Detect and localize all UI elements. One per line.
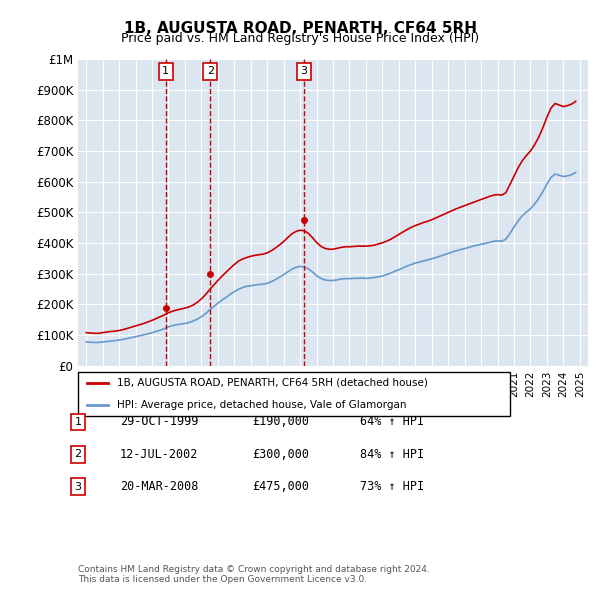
Text: HPI: Average price, detached house, Vale of Glamorgan: HPI: Average price, detached house, Vale…: [117, 400, 406, 410]
Text: 1B, AUGUSTA ROAD, PENARTH, CF64 5RH (detached house): 1B, AUGUSTA ROAD, PENARTH, CF64 5RH (det…: [117, 378, 428, 388]
Text: 2: 2: [74, 450, 82, 459]
Text: 1: 1: [162, 66, 169, 76]
Text: £190,000: £190,000: [252, 415, 309, 428]
Text: 1B, AUGUSTA ROAD, PENARTH, CF64 5RH: 1B, AUGUSTA ROAD, PENARTH, CF64 5RH: [124, 21, 476, 35]
Text: 29-OCT-1999: 29-OCT-1999: [120, 415, 199, 428]
Text: £475,000: £475,000: [252, 480, 309, 493]
Text: 2: 2: [207, 66, 214, 76]
Text: 73% ↑ HPI: 73% ↑ HPI: [360, 480, 424, 493]
Text: 64% ↑ HPI: 64% ↑ HPI: [360, 415, 424, 428]
FancyBboxPatch shape: [78, 372, 510, 416]
Text: Price paid vs. HM Land Registry's House Price Index (HPI): Price paid vs. HM Land Registry's House …: [121, 32, 479, 45]
Text: Contains HM Land Registry data © Crown copyright and database right 2024.
This d: Contains HM Land Registry data © Crown c…: [78, 565, 430, 584]
Text: 12-JUL-2002: 12-JUL-2002: [120, 448, 199, 461]
Text: £300,000: £300,000: [252, 448, 309, 461]
Text: 84% ↑ HPI: 84% ↑ HPI: [360, 448, 424, 461]
Text: 1: 1: [74, 417, 82, 427]
Text: 3: 3: [300, 66, 307, 76]
Text: 20-MAR-2008: 20-MAR-2008: [120, 480, 199, 493]
Text: 3: 3: [74, 482, 82, 491]
